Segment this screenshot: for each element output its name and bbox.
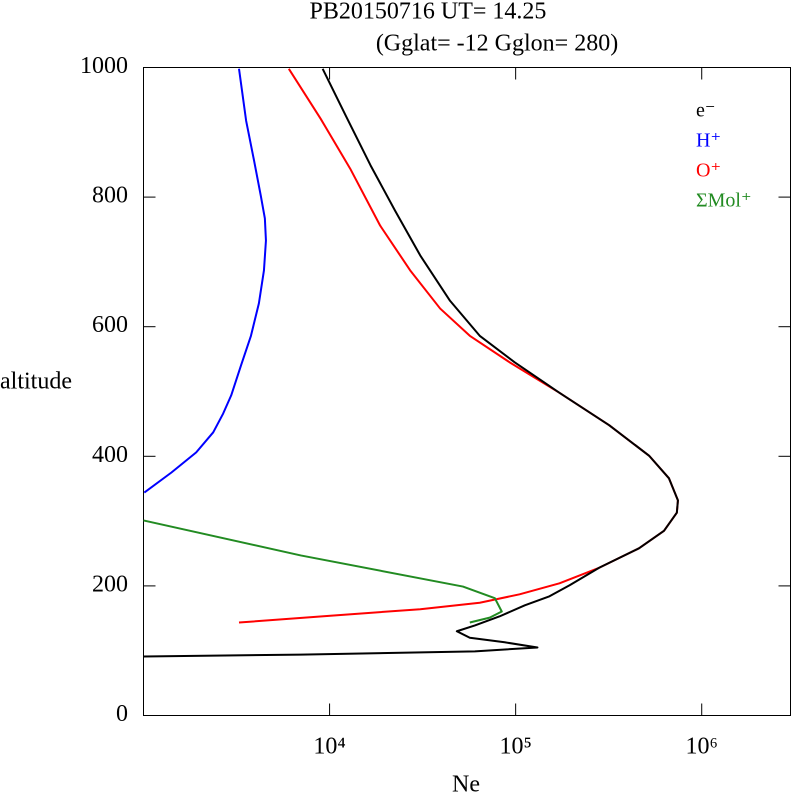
chart-title: PB20150716 UT= 14.25 [310, 0, 547, 25]
legend-label: e⁻ [696, 100, 715, 122]
y-tick-label: 0 [116, 701, 128, 727]
plot-frame [143, 67, 791, 716]
series-line [143, 68, 679, 658]
x-tick-label: 10⁶ [686, 734, 718, 760]
y-tick-label: 400 [92, 442, 128, 468]
legend-label: ΣMol⁺ [696, 190, 752, 212]
y-axis-label: altitude [0, 369, 72, 395]
series-line [143, 68, 267, 494]
series-line [238, 68, 679, 624]
x-tick-label: 10⁴ [313, 734, 345, 760]
y-tick-label: 200 [92, 571, 128, 597]
x-tick-label: 10⁵ [499, 734, 531, 760]
chart-subtitle: (Gglat= -12 Gglon= 280) [376, 31, 618, 57]
legend-label: O⁺ [696, 160, 721, 182]
y-tick-label: 1000 [80, 53, 128, 79]
legend-label: H⁺ [696, 130, 721, 152]
y-tick-label: 600 [92, 312, 128, 338]
y-tick-label: 800 [92, 183, 128, 209]
series-line [143, 519, 503, 624]
x-axis-label: Ne [452, 772, 480, 796]
